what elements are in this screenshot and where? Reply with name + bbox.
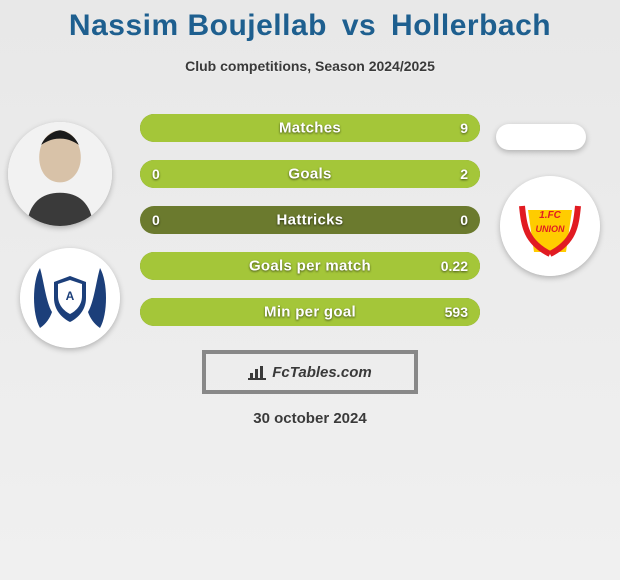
stat-value-right: 2 <box>460 166 468 182</box>
stat-label: Goals <box>140 166 480 183</box>
page-title: Nassim Boujellab vs Hollerbach <box>0 0 620 44</box>
brand-text: FcTables.com <box>272 364 371 381</box>
club-1-badge: A <box>20 248 120 348</box>
comparison-card: Nassim Boujellab vs Hollerbach Club comp… <box>0 0 620 580</box>
stat-label: Min per goal <box>140 304 480 321</box>
club-2-badge: 1.FC UNION <box>500 176 600 276</box>
stat-value-left: 0 <box>152 212 160 228</box>
bar-chart-icon <box>248 364 266 380</box>
svg-text:A: A <box>66 289 75 303</box>
stat-label: Matches <box>140 120 480 137</box>
stat-row: Hattricks0 0 <box>140 206 480 234</box>
svg-text:1.FC: 1.FC <box>539 210 561 221</box>
title-player-2: Hollerbach <box>391 9 551 42</box>
title-vs: vs <box>342 9 376 42</box>
stat-row: Goals per match0.22 <box>140 252 480 280</box>
player-2-avatar <box>496 124 586 150</box>
stat-value-right: 0 <box>460 212 468 228</box>
stat-row: Goals0 2 <box>140 160 480 188</box>
stat-row: Matches9 <box>140 114 480 142</box>
stat-row: Min per goal593 <box>140 298 480 326</box>
subtitle: Club competitions, Season 2024/2025 <box>0 58 620 74</box>
stat-value-right: 593 <box>445 304 468 320</box>
stat-value-left: 0 <box>152 166 160 182</box>
stat-value-right: 9 <box>460 120 468 136</box>
date-label: 30 october 2024 <box>0 410 620 427</box>
player-1-avatar <box>8 122 112 226</box>
title-player-1: Nassim Boujellab <box>69 9 327 42</box>
svg-text:UNION: UNION <box>536 224 566 234</box>
stat-label: Hattricks <box>140 212 480 229</box>
stat-label: Goals per match <box>140 258 480 275</box>
brand-badge: FcTables.com <box>202 350 418 394</box>
stat-value-right: 0.22 <box>441 258 468 274</box>
